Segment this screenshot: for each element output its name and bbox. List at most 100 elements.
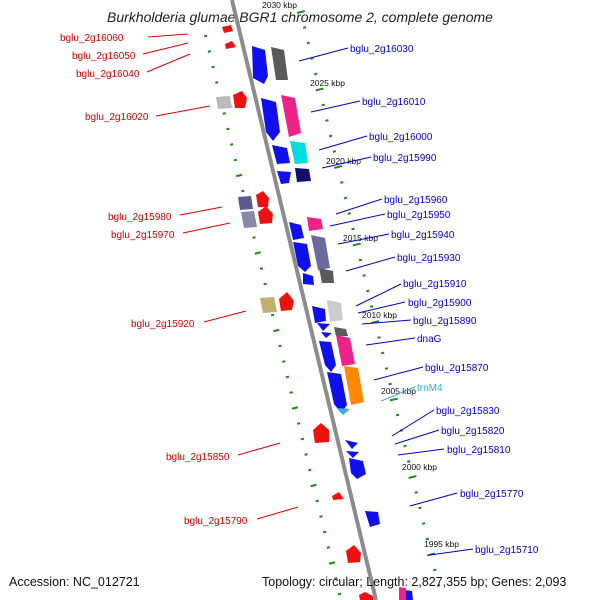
scale-label: 1995 kbp (424, 539, 459, 549)
left-leader-lines (142, 33, 299, 520)
tick-mark (300, 437, 305, 441)
gene-label-dnag[interactable]: dnaG (417, 334, 442, 345)
gene-label-bglu-2g16060[interactable]: bglu_2g16060 (60, 33, 124, 44)
gene-arrow (271, 47, 288, 80)
gene-label-bglu-2g15980[interactable]: bglu_2g15980 (108, 212, 172, 223)
gene-features-left (216, 25, 373, 600)
tick-mark (433, 568, 437, 572)
tick-mark (322, 530, 327, 534)
gene-arrow (337, 408, 350, 415)
tick-mark (252, 236, 256, 239)
tick-mark (315, 87, 324, 92)
tick-mark (436, 584, 441, 587)
tick-mark (362, 274, 366, 277)
gene-label-bglu-2g15870[interactable]: bglu_2g15870 (425, 363, 489, 374)
gene-arrow (293, 242, 311, 272)
gene-label-bglu-2g16050[interactable]: bglu_2g16050 (72, 51, 136, 62)
tick-mark (222, 112, 226, 115)
tick-mark (306, 41, 311, 45)
gene-label-bglu-2g16000[interactable]: bglu_2g16000 (369, 132, 433, 143)
tick-mark (282, 360, 286, 363)
tick-mark (351, 227, 355, 231)
gene-label-bglu-2g15960[interactable]: bglu_2g15960 (384, 195, 448, 206)
gene-label-bglu-2g15910[interactable]: bglu_2g15910 (403, 279, 467, 290)
gene-label-bglu-2g15770[interactable]: bglu_2g15770 (460, 489, 524, 500)
scale-label: 2010 kbp (362, 310, 397, 320)
scale-label: 2015 kbp (343, 233, 378, 243)
tick-mark (254, 251, 261, 255)
gene-arrow (399, 587, 406, 600)
tick-mark (310, 483, 317, 488)
gene-arrow (281, 95, 301, 137)
gene-arrow (225, 41, 236, 49)
gene-arrow (289, 222, 304, 240)
gene-label-bglu-2g15920[interactable]: bglu_2g15920 (131, 319, 195, 330)
gene-arrow (307, 217, 323, 231)
tick-mark (384, 367, 389, 370)
gene-arrow (365, 511, 380, 527)
gene-arrow (346, 451, 359, 458)
tick-mark (369, 305, 374, 308)
right-labels: bglu_2g16030 bglu_2g16010 bglu_2g16000 b… (350, 44, 539, 556)
tick-mark (347, 212, 351, 215)
tick-mark (334, 577, 338, 580)
tick-mark (270, 313, 275, 317)
gene-label-bglu-2g15930[interactable]: bglu_2g15930 (397, 253, 461, 264)
gene-arrow (334, 327, 348, 336)
tick-mark (358, 258, 363, 262)
gene-arrow (344, 366, 364, 405)
gene-label-bglu-2g15710[interactable]: bglu_2g15710 (475, 545, 539, 556)
tick-mark (319, 515, 323, 518)
gene-label-bglu-2g15990[interactable]: bglu_2g15990 (373, 153, 437, 164)
tick-mark (315, 499, 319, 503)
gene-label-bglu-2g16030[interactable]: bglu_2g16030 (350, 44, 414, 55)
tick-mark (407, 460, 411, 463)
gene-arrow (241, 211, 257, 228)
gene-label-trnm4[interactable]: trnM4 (417, 383, 443, 394)
scale-label: 2000 kbp (402, 462, 437, 472)
gene-arrow (359, 592, 373, 600)
tick-mark (326, 546, 331, 549)
tick-mark (389, 397, 399, 402)
gene-arrow (312, 306, 326, 323)
scale-label: 2020 kbp (326, 156, 361, 166)
gene-arrow (336, 335, 355, 366)
gene-label-bglu-2g15900[interactable]: bglu_2g15900 (408, 298, 472, 309)
gene-label-bglu-2g15810[interactable]: bglu_2g15810 (447, 445, 511, 456)
scale-label: 2030 kbp (262, 0, 297, 10)
tick-mark (211, 65, 215, 69)
tick-mark (328, 561, 336, 565)
gene-label-bglu-2g15970[interactable]: bglu_2g15970 (111, 230, 175, 241)
gene-label-bglu-2g16040[interactable]: bglu_2g16040 (76, 69, 140, 80)
tick-mark (226, 127, 230, 131)
gene-label-bglu-2g15890[interactable]: bglu_2g15890 (413, 316, 477, 327)
tick-mark (310, 57, 314, 60)
tick-mark (291, 406, 299, 410)
map-title: Burkholderia glumae BGR1 chromosome 2, c… (107, 9, 493, 25)
gene-label-bglu-2g15950[interactable]: bglu_2g15950 (387, 210, 451, 221)
scale-label: 2005 kbp (381, 386, 416, 396)
gene-label-bglu-2g15940[interactable]: bglu_2g15940 (391, 230, 455, 241)
scale-labels: 2030 kbp 2025 kbp 2020 kbp 2015 kbp 2010… (262, 0, 459, 549)
tick-mark (408, 475, 417, 479)
gene-label-bglu-2g15850[interactable]: bglu_2g15850 (166, 452, 230, 463)
tick-mark (403, 444, 407, 448)
tick-mark (366, 289, 370, 293)
right-leader-lines (298, 47, 474, 556)
gene-arrow (222, 25, 233, 33)
gene-label-bglu-2g16020[interactable]: bglu_2g16020 (85, 112, 149, 123)
gene-label-bglu-2g15790[interactable]: bglu_2g15790 (184, 516, 248, 527)
accession-text: Accession: NC_012721 (9, 575, 140, 589)
tick-mark (241, 189, 245, 193)
gene-features-right (252, 46, 413, 600)
gene-label-bglu-2g16010[interactable]: bglu_2g16010 (362, 97, 426, 108)
tick-mark (304, 453, 308, 456)
gene-arrow (260, 297, 277, 313)
tick-mark (308, 468, 312, 472)
tick-mark (418, 506, 422, 510)
left-labels: bglu_2g16060 bglu_2g16050 bglu_2g16040 b… (60, 33, 248, 527)
gene-label-bglu-2g15820[interactable]: bglu_2g15820 (441, 426, 505, 437)
gene-arrow (272, 145, 290, 164)
gene-label-bglu-2g15830[interactable]: bglu_2g15830 (436, 406, 500, 417)
